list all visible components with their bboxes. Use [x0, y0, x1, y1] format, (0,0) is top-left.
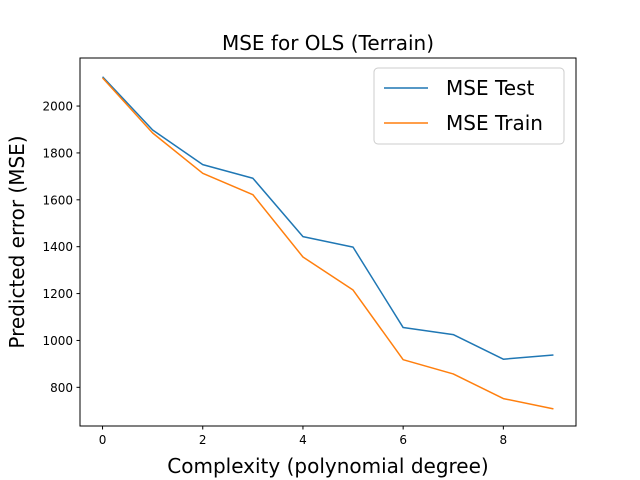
y-tick-label: 1600 [42, 193, 73, 207]
x-tick-label: 6 [399, 433, 407, 447]
y-axis-label: Predicted error (MSE) [5, 135, 29, 348]
legend-label-mse-test: MSE Test [446, 76, 534, 100]
series-lines [101, 76, 554, 410]
y-tick-label: 1200 [42, 287, 73, 301]
x-tick-label: 8 [500, 433, 508, 447]
y-tick-label: 1400 [42, 240, 73, 254]
legend-label-mse-train: MSE Train [446, 111, 543, 135]
series-line-mse-train [101, 77, 554, 410]
series-line-mse-test [102, 76, 554, 360]
y-tick-label: 1000 [42, 334, 73, 348]
legend-box [373, 67, 565, 145]
plot-border [79, 57, 577, 427]
y-axis: 800 1000 1200 1400 1600 1800 2000 [42, 100, 80, 395]
x-axis-label: Complexity (polynomial degree) [167, 454, 488, 478]
y-tick-label: 800 [50, 381, 73, 395]
x-tick-label: 0 [99, 433, 107, 447]
x-tick-label: 4 [299, 433, 307, 447]
legend: MSE Test MSE Train [373, 67, 565, 145]
chart-title: MSE for OLS (Terrain) [222, 31, 434, 55]
x-tick-label: 2 [199, 433, 207, 447]
x-axis: 0 2 4 6 8 [99, 426, 507, 447]
y-tick-label: 2000 [42, 100, 73, 114]
y-tick-label: 1800 [42, 146, 73, 160]
